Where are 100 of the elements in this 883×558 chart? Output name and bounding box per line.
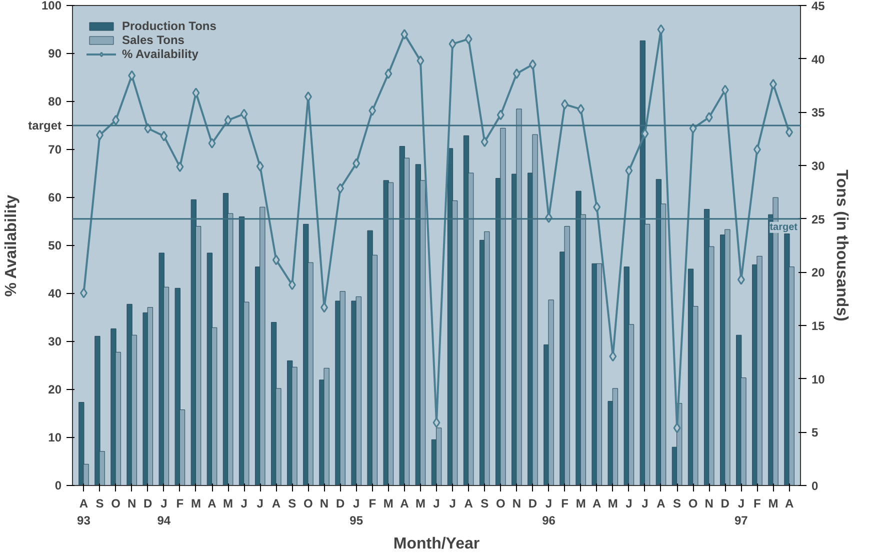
point [416,55,424,66]
x-tick-label: M [608,496,618,510]
x-tick-label: D [528,496,538,510]
x-tick-label: F [176,496,184,510]
point [561,99,569,110]
y2-tick-label: 40 [812,52,826,66]
y2-tick-label: 20 [812,266,826,280]
y2-tick-label: 0 [812,479,818,493]
point [641,128,649,139]
x-tick-label: D [336,496,345,510]
x-tick-label: A [784,496,794,510]
y2-tick-label: 25 [812,212,826,226]
x-tick-label: N [127,496,136,510]
point [368,105,376,116]
point [480,136,488,148]
x-tick-label: M [576,496,586,510]
x-tick-label: S [288,496,296,510]
y-tick-label: 0 [54,478,62,492]
point [320,302,328,313]
x-tick-label: A [464,496,474,510]
x-tick-label: M [190,496,201,510]
y-tick-label: 70 [48,142,62,156]
y-tick-label: 30 [48,334,62,348]
legend-label: % Availability [122,47,198,61]
point [769,78,777,90]
point [753,144,761,155]
point [304,91,312,102]
point [80,288,88,298]
point [96,130,104,140]
x-tick-label: J 95 [350,496,364,528]
point [288,280,296,290]
x-tick-label: A [592,496,602,510]
x-tick-label: J 94 [157,496,171,528]
x-axis-title: Month/Year [393,535,480,552]
point [160,130,168,142]
ref-line-label: target [770,222,798,233]
x-tick-label: S [96,496,104,510]
y-tick-label: 40 [48,286,62,300]
x-tick-label: F [368,496,376,510]
x-tick-label: O [304,496,313,510]
x-tick-label: M [768,496,778,510]
point [352,158,360,169]
x-tick-label: D [144,496,153,510]
x-tick-label: A [208,496,217,510]
x-tick-label: N [512,496,522,510]
x-tick-label: J [642,496,648,510]
x-tick-label: J [433,496,440,510]
y-tick-label: 10 [48,430,62,444]
point [496,110,504,120]
y-tick-label: 100 [41,0,62,12]
x-tick-label: A [272,496,281,510]
x-tick-label: J 96 [542,496,556,528]
y2-tick-label: 45 [812,0,826,13]
y2-axis-title: Tons (in thousands) [832,170,850,322]
legend-label: Production Tons [122,19,216,33]
y2-tick-label: 15 [812,319,826,333]
point [737,274,745,285]
point [128,70,136,81]
x-tick-label: N [704,496,714,510]
point [464,34,472,44]
y-axis-title: % Availability [3,194,20,297]
point [336,183,344,194]
point [593,202,601,212]
point [625,165,633,176]
point [112,114,120,126]
y-tick-label: 50 [48,238,62,252]
point [176,162,184,172]
y2-tick-label: 5 [812,426,818,440]
bar [436,428,442,486]
point [240,108,248,120]
point [657,24,665,35]
x-tick-label: A [656,496,666,510]
y-tick-label: 90 [48,46,62,60]
x-tick-label: F [561,496,568,510]
x-tick-label: J 97 [734,496,748,528]
point [786,126,794,138]
x-tick-label: M [383,496,394,510]
point [705,112,713,123]
x-tick-label: F [754,496,761,510]
point [224,114,232,126]
x-tick-label: S [673,496,682,510]
x-tick-label: O [496,496,506,510]
point [384,68,392,79]
y2-tick-label: 10 [812,372,826,386]
point [721,84,729,96]
y-tick-label: 60 [48,190,62,204]
x-tick-label: A 93 [77,496,91,528]
legend-label: Sales Tons [122,33,184,47]
x-tick-label: A [400,496,410,510]
x-tick-label: S [480,496,489,510]
point [400,29,408,40]
point [432,417,440,428]
point [208,138,216,149]
point [609,351,617,362]
y-tick-label: 20 [48,382,62,396]
y2-tick-label: 30 [812,159,826,173]
x-tick-label: J [449,496,456,510]
x-tick-label: M [415,496,426,510]
point [673,422,681,434]
point [577,104,585,114]
